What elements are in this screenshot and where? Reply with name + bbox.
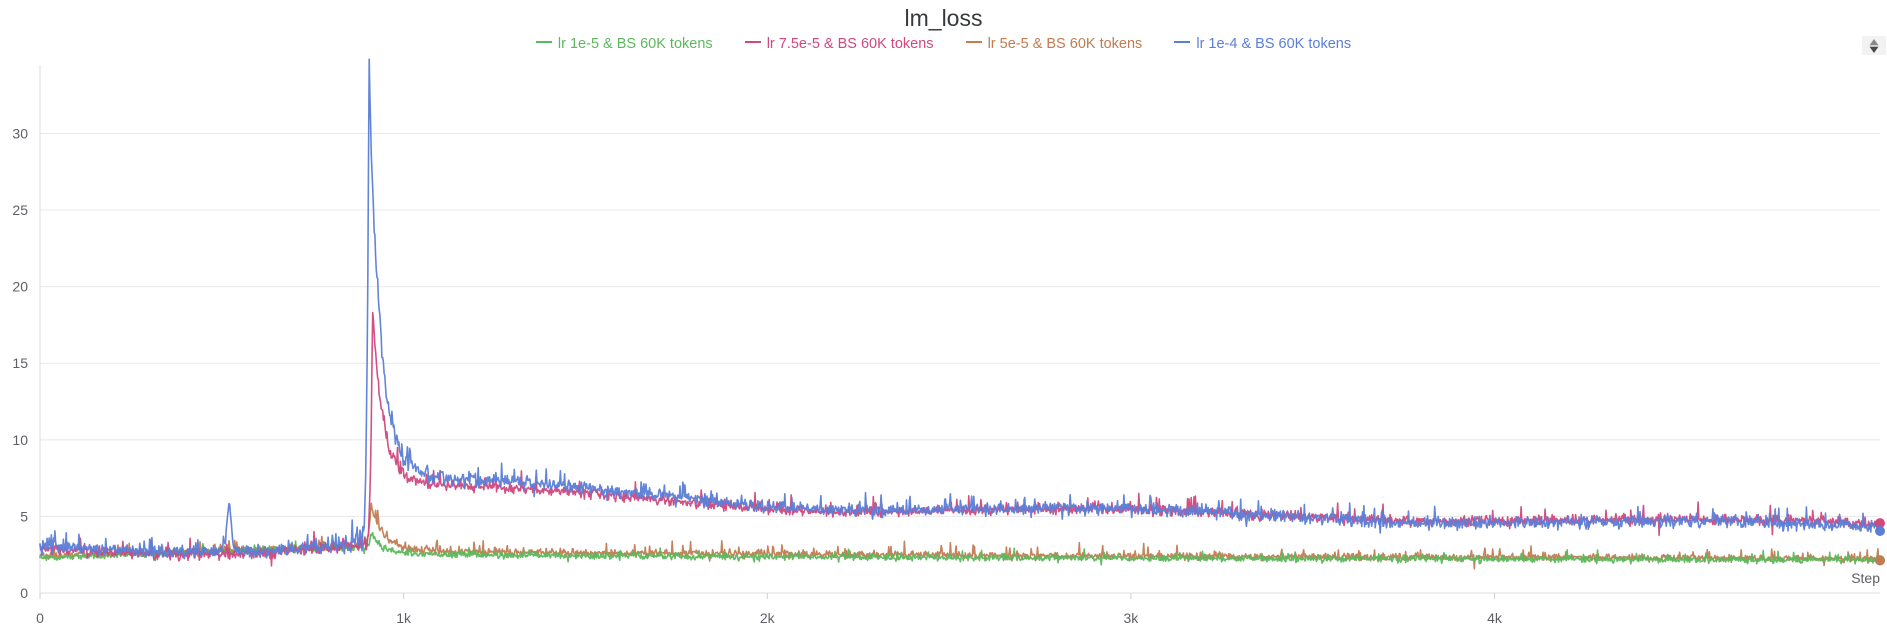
- svg-text:25: 25: [12, 202, 28, 218]
- svg-text:30: 30: [12, 125, 28, 141]
- svg-text:0: 0: [20, 585, 28, 601]
- svg-text:1k: 1k: [396, 610, 412, 626]
- svg-text:3k: 3k: [1124, 610, 1140, 626]
- svg-text:5: 5: [20, 508, 28, 524]
- svg-text:10: 10: [12, 432, 28, 448]
- svg-text:0: 0: [36, 610, 44, 626]
- svg-text:15: 15: [12, 355, 28, 371]
- svg-text:4k: 4k: [1487, 610, 1503, 626]
- svg-text:2k: 2k: [760, 610, 776, 626]
- svg-text:20: 20: [12, 279, 28, 295]
- svg-text:Step: Step: [1851, 570, 1880, 586]
